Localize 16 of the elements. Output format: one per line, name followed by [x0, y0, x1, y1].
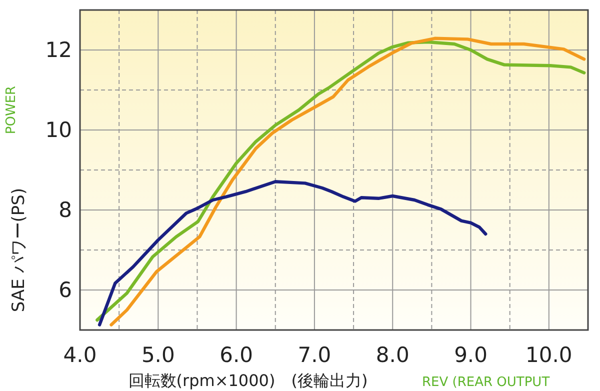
x-axis-title: 回転数(rpm×1000) (後輪出力): [128, 371, 368, 390]
x-tick-label: 10.0: [526, 343, 572, 367]
y-tick-label: 10: [45, 118, 72, 142]
line-series: [98, 180, 488, 326]
text: REV (REAR OUTPUT: [422, 375, 550, 390]
y-tick-label: 6: [58, 278, 72, 302]
x-tick-label: 6.0: [220, 343, 254, 367]
x-tick-label: 8.0: [376, 343, 410, 367]
text: POWER: [4, 86, 19, 134]
x-tick-label: 9.0: [454, 343, 488, 367]
x-tick-label: 7.0: [298, 343, 332, 367]
y-tick-label: 8: [58, 198, 72, 222]
y-tick-label: 12: [45, 38, 72, 62]
y-axis-title: SAE パワー(PS): [9, 188, 29, 312]
x-tick-label: 4.0: [63, 343, 97, 367]
x-tick-label: 5.0: [141, 343, 175, 367]
